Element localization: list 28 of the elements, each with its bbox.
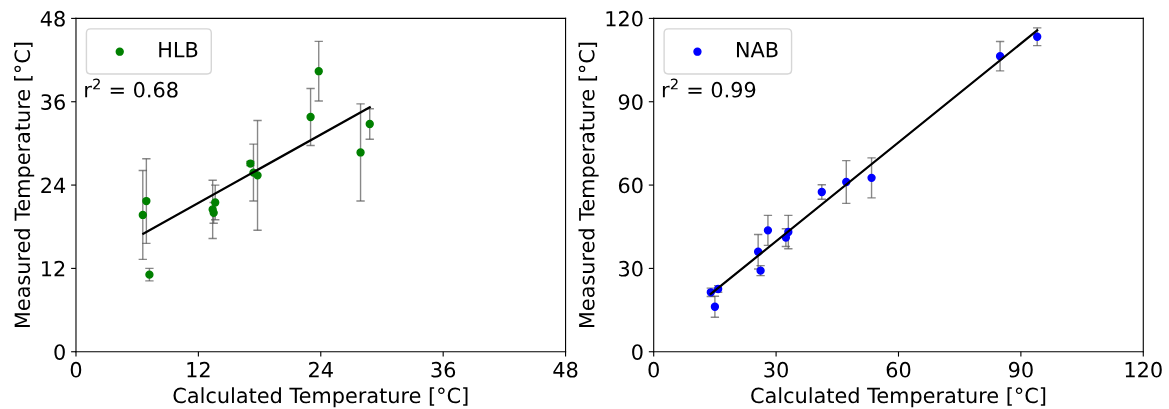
y-tick-label: 24 (41, 177, 66, 193)
legend-label: NAB (736, 41, 778, 58)
x-tick-label: 0 (648, 361, 659, 378)
x-tick-label: 12 (187, 361, 210, 378)
y-tick-label: 90 (618, 94, 643, 110)
y-tick-label: 30 (619, 260, 643, 277)
legend-label: HLB (159, 41, 198, 58)
y-tick-label: 12 (42, 260, 65, 277)
x-tick-label: 24 (309, 361, 333, 378)
x-tick-label: 48 (553, 361, 578, 378)
y-axis-title: Measured Temperature [°C] (14, 42, 35, 328)
annotation: r$^{2}$ = 0.99 (662, 78, 756, 98)
annotation: r$^{2}$ = 0.68 (85, 78, 178, 98)
x-tick-label: 30 (764, 361, 788, 378)
y-tick-label: 36 (41, 94, 65, 110)
x-tick-label: 120 (1125, 361, 1162, 378)
y-tick-label: 0 (54, 344, 65, 360)
x-axis-title: Calculated Temperature [°C] (173, 387, 468, 408)
y-axis-title: Measured Temperature [°C] (578, 42, 599, 328)
x-tick-label: 0 (70, 361, 82, 378)
y-tick-label: 0 (632, 344, 643, 360)
x-tick-label: 36 (431, 361, 456, 378)
x-tick-label: 90 (1008, 361, 1033, 378)
x-tick-label: 60 (886, 361, 911, 378)
y-tick-label: 60 (618, 177, 643, 194)
x-axis-title: Calculated Temperature [°C] (751, 387, 1046, 408)
y-tick-label: 120 (606, 10, 643, 27)
y-tick-label: 48 (40, 10, 65, 27)
